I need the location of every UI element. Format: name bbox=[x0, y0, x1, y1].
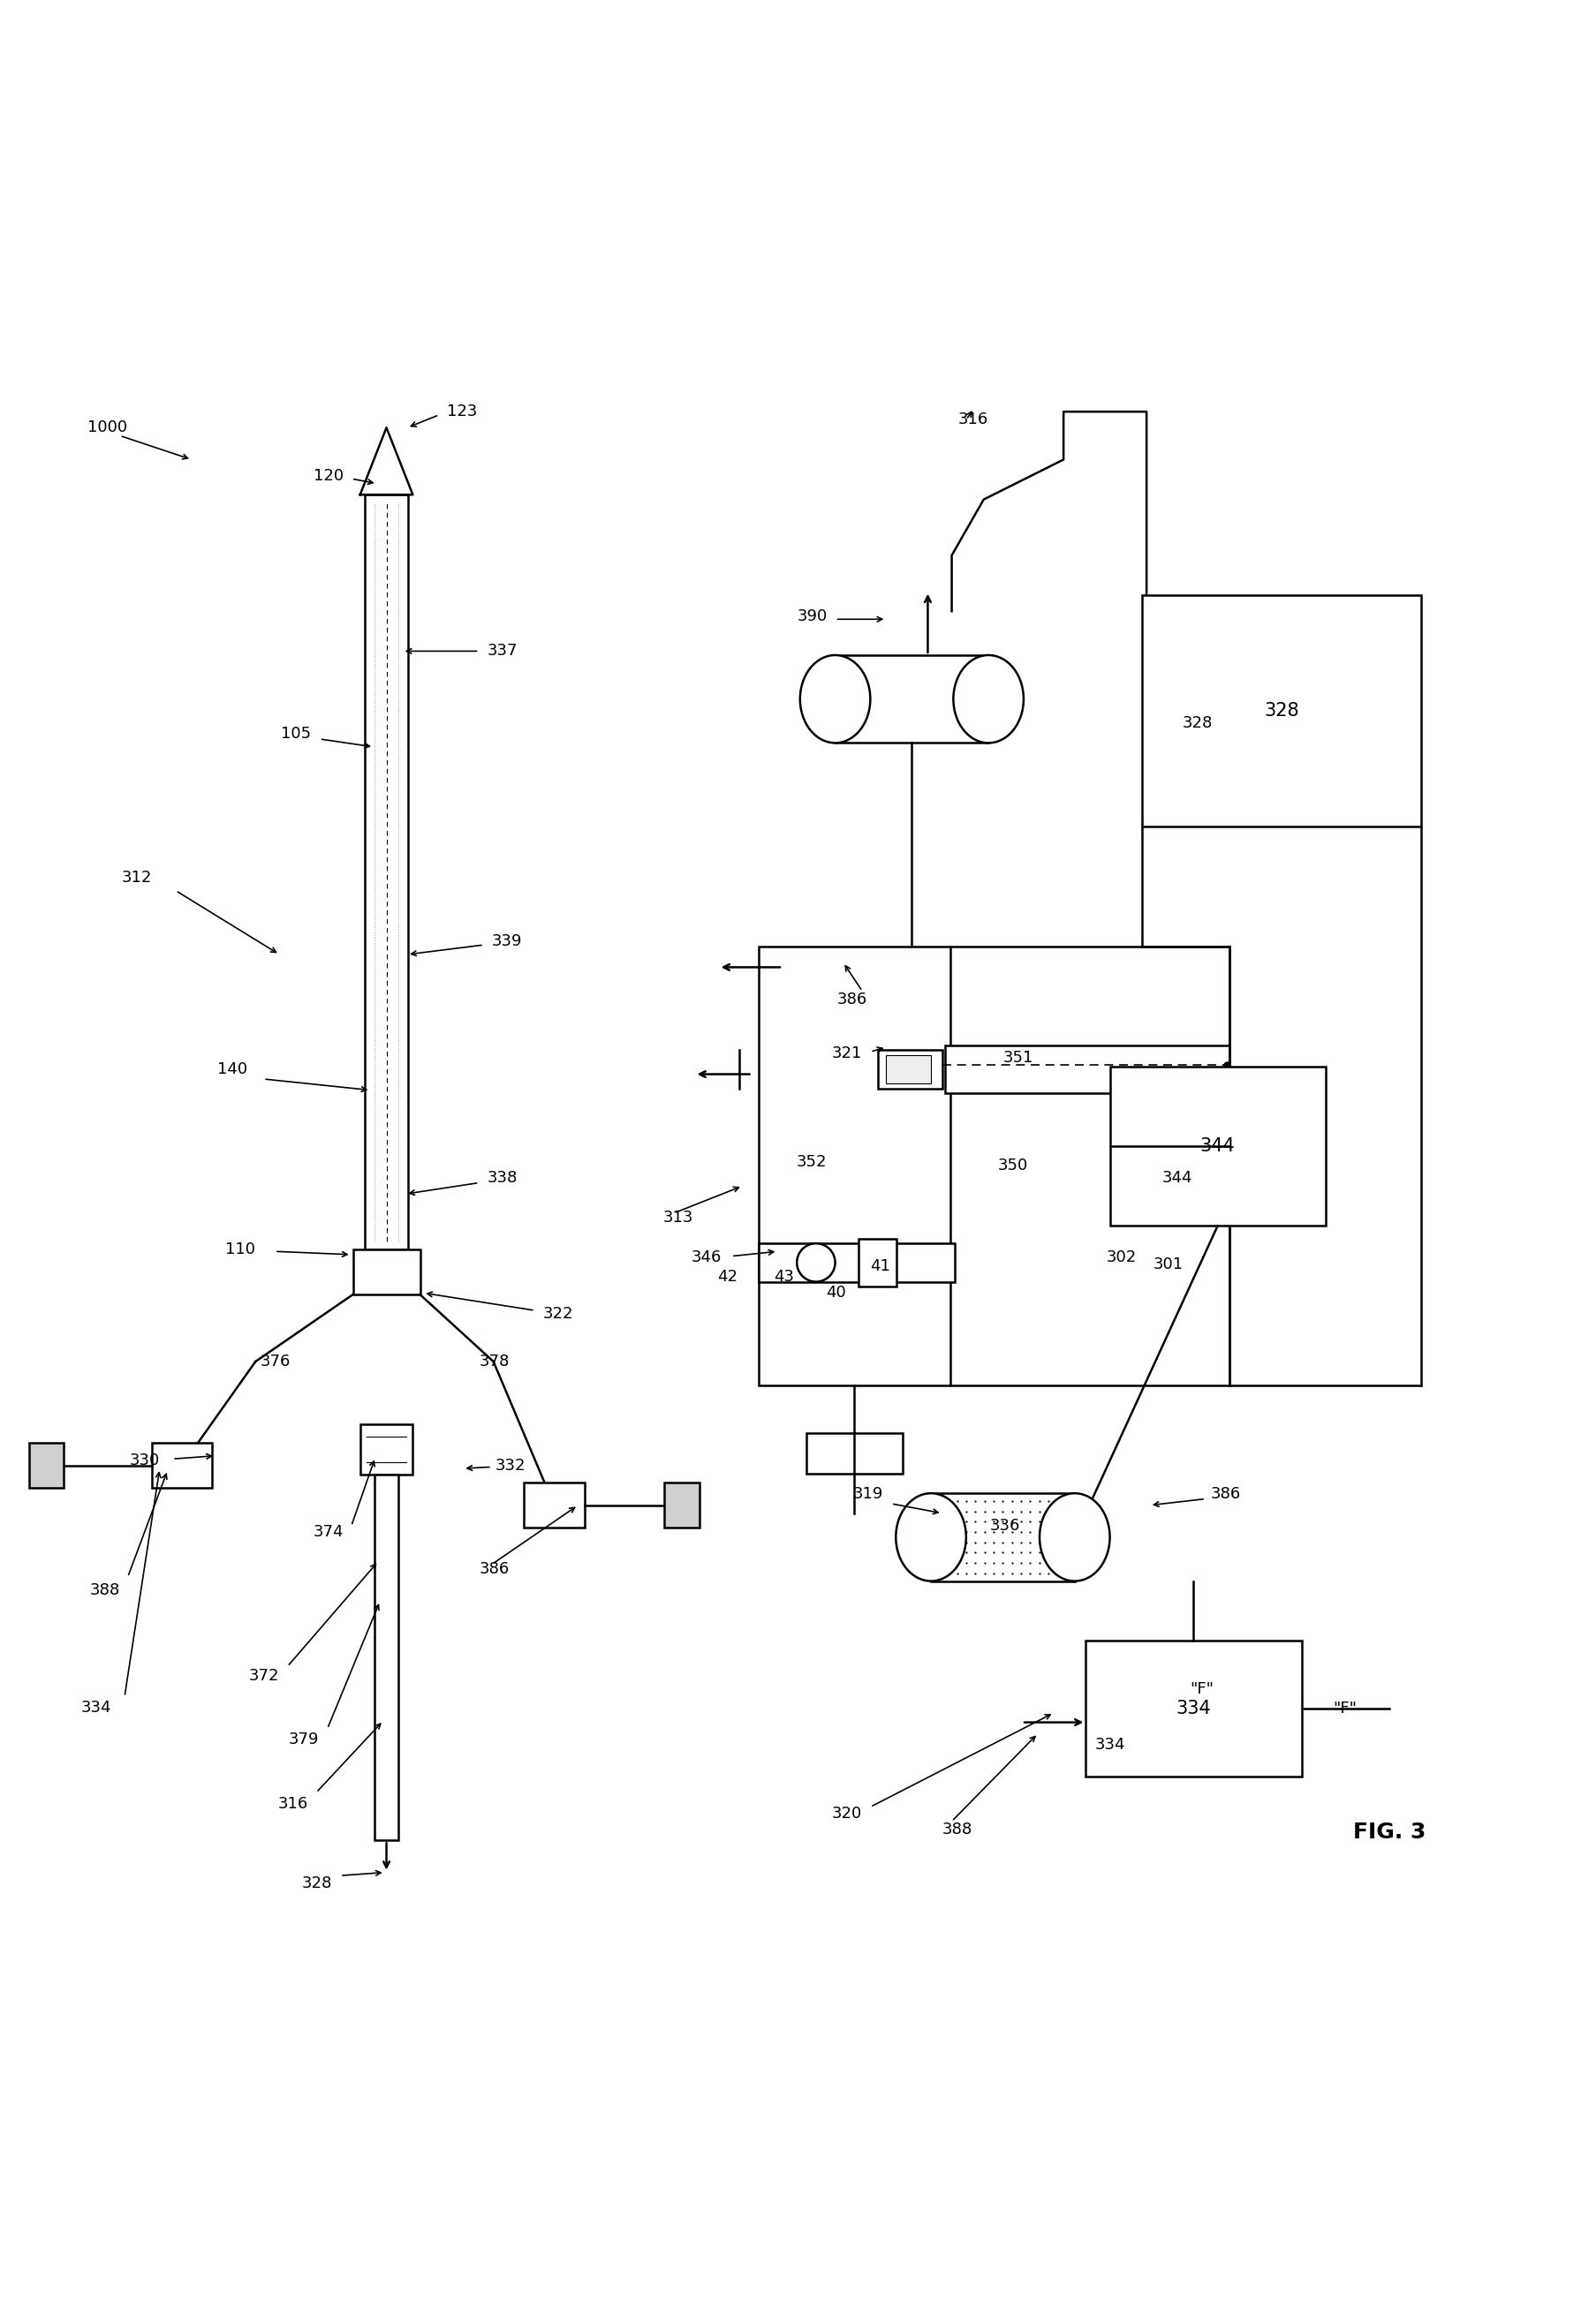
Text: 301: 301 bbox=[1152, 1257, 1183, 1271]
Text: 123: 123 bbox=[447, 404, 477, 421]
Ellipse shape bbox=[1039, 1494, 1109, 1580]
Text: 344: 344 bbox=[1200, 1136, 1234, 1155]
Text: 105: 105 bbox=[281, 725, 311, 741]
Text: 376: 376 bbox=[260, 1353, 290, 1369]
Text: 350: 350 bbox=[998, 1157, 1028, 1174]
Text: 388: 388 bbox=[942, 1822, 972, 1838]
Text: 319: 319 bbox=[852, 1485, 883, 1501]
Bar bbox=[835, 655, 988, 744]
Text: 43: 43 bbox=[772, 1269, 793, 1285]
Bar bbox=[152, 1443, 212, 1487]
Text: 390: 390 bbox=[796, 609, 827, 623]
Text: 40: 40 bbox=[825, 1285, 846, 1301]
Text: 334: 334 bbox=[1176, 1699, 1210, 1717]
Ellipse shape bbox=[895, 1494, 966, 1580]
Ellipse shape bbox=[953, 655, 1023, 744]
Bar bbox=[806, 1434, 902, 1473]
Bar bbox=[29, 1443, 64, 1487]
Text: 346: 346 bbox=[691, 1250, 721, 1267]
Text: 322: 322 bbox=[543, 1306, 573, 1322]
Text: 312: 312 bbox=[121, 869, 152, 885]
Text: 372: 372 bbox=[249, 1669, 279, 1685]
Text: 351: 351 bbox=[1002, 1050, 1033, 1067]
Text: 374: 374 bbox=[313, 1525, 343, 1541]
Bar bbox=[523, 1483, 584, 1527]
Bar bbox=[930, 1494, 1074, 1580]
Text: 332: 332 bbox=[495, 1457, 525, 1473]
Text: 386: 386 bbox=[479, 1562, 509, 1578]
Text: 328: 328 bbox=[1181, 716, 1213, 732]
Text: 320: 320 bbox=[832, 1806, 862, 1822]
Text: 42: 42 bbox=[717, 1269, 737, 1285]
Bar bbox=[373, 1476, 399, 1841]
Text: 140: 140 bbox=[217, 1062, 247, 1078]
Text: 378: 378 bbox=[479, 1353, 509, 1369]
Text: 110: 110 bbox=[225, 1241, 255, 1257]
Polygon shape bbox=[359, 428, 412, 495]
Bar bbox=[364, 495, 409, 1250]
Text: 386: 386 bbox=[836, 992, 867, 1006]
Bar bbox=[1141, 595, 1420, 827]
Text: 388: 388 bbox=[89, 1583, 120, 1599]
Text: 313: 313 bbox=[662, 1211, 693, 1225]
Text: 386: 386 bbox=[1210, 1485, 1240, 1501]
Bar bbox=[758, 1243, 954, 1283]
Text: 321: 321 bbox=[832, 1046, 862, 1062]
Bar bbox=[359, 1425, 412, 1476]
Bar bbox=[886, 1055, 930, 1083]
Text: 120: 120 bbox=[313, 467, 343, 483]
Text: 302: 302 bbox=[1106, 1250, 1136, 1267]
Text: 328: 328 bbox=[1264, 702, 1298, 720]
Text: "F": "F" bbox=[1189, 1680, 1213, 1697]
Bar bbox=[664, 1483, 699, 1527]
Text: 336: 336 bbox=[990, 1518, 1020, 1534]
Text: 41: 41 bbox=[870, 1257, 891, 1274]
Bar bbox=[1109, 1067, 1325, 1225]
Text: 339: 339 bbox=[492, 934, 522, 951]
Text: 1000: 1000 bbox=[88, 421, 128, 435]
Text: 352: 352 bbox=[796, 1155, 827, 1169]
Text: FIG. 3: FIG. 3 bbox=[1352, 1822, 1425, 1843]
Text: 334: 334 bbox=[81, 1701, 112, 1715]
Circle shape bbox=[796, 1243, 835, 1283]
Text: 334: 334 bbox=[1093, 1736, 1125, 1752]
Bar bbox=[758, 946, 1229, 1385]
Text: 316: 316 bbox=[958, 411, 988, 428]
Bar bbox=[353, 1250, 420, 1294]
Text: 337: 337 bbox=[487, 644, 517, 660]
Text: 316: 316 bbox=[278, 1796, 308, 1813]
Text: 344: 344 bbox=[1160, 1169, 1192, 1185]
Bar bbox=[878, 1050, 942, 1088]
Bar bbox=[857, 1239, 895, 1287]
Bar bbox=[1085, 1641, 1301, 1776]
Text: "F": "F" bbox=[1333, 1701, 1357, 1717]
Ellipse shape bbox=[800, 655, 870, 744]
Text: 330: 330 bbox=[129, 1452, 160, 1469]
Text: 379: 379 bbox=[289, 1731, 319, 1748]
Text: 338: 338 bbox=[487, 1169, 517, 1185]
Bar bbox=[945, 1046, 1229, 1092]
Text: 328: 328 bbox=[302, 1875, 332, 1892]
